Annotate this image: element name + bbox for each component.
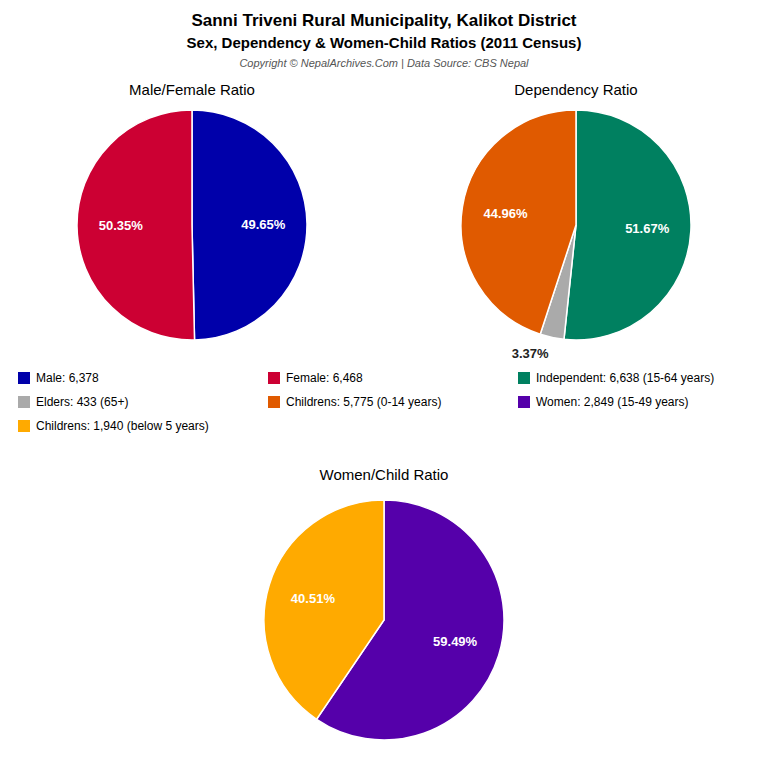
data-label: 44.96% — [484, 206, 529, 221]
pie-chart: 59.49% 40.51% — [264, 500, 504, 740]
legend-item: Childrens: 1,940 (below 5 years) — [18, 419, 209, 433]
legend-label: Independent: 6,638 (15-64 years) — [536, 371, 714, 385]
legend-swatch — [518, 372, 530, 384]
legend-item: Independent: 6,638 (15-64 years) — [518, 371, 714, 385]
pie-chart: 51.67% 3.37% 44.96% — [461, 110, 691, 361]
legend-label: Male: 6,378 — [36, 371, 99, 385]
chart-title: Dependency Ratio — [514, 81, 637, 98]
legend-label: Elders: 433 (65+) — [36, 395, 128, 409]
pie-slice — [461, 110, 576, 334]
data-label: 40.51% — [291, 591, 336, 606]
data-label: 51.67% — [625, 221, 670, 236]
legend-swatch — [268, 372, 280, 384]
annotation: Copyright © NepalArchives.Com | Data Sou… — [239, 57, 529, 69]
data-label: 3.37% — [512, 346, 549, 361]
legend-swatch — [18, 420, 30, 432]
pie-slice — [192, 110, 307, 340]
legend-item: Childrens: 5,775 (0-14 years) — [268, 395, 441, 409]
data-label: 59.49% — [433, 634, 478, 649]
legend-item: Women: 2,849 (15-49 years) — [518, 395, 689, 409]
legend-label: Childrens: 5,775 (0-14 years) — [286, 395, 441, 409]
pie-slice — [564, 110, 691, 340]
legend-label: Childrens: 1,940 (below 5 years) — [36, 419, 209, 433]
legend-swatch — [18, 396, 30, 408]
chart-title: Women/Child Ratio — [320, 466, 449, 483]
legend-swatch — [18, 372, 30, 384]
legend-item: Elders: 433 (65+) — [18, 395, 128, 409]
legend-label: Female: 6,468 — [286, 371, 363, 385]
data-label: 50.35% — [99, 218, 144, 233]
chart: Sanni Triveni Rural Municipality, Kaliko… — [0, 0, 768, 768]
data-label: 49.65% — [241, 217, 286, 232]
chart-title: Male/Female Ratio — [129, 81, 255, 98]
pie-chart: 49.65% 50.35% — [77, 110, 307, 340]
title: Sanni Triveni Rural Municipality, Kaliko… — [191, 11, 576, 30]
legend-item: Male: 6,378 — [18, 371, 99, 385]
legend: Male: 6,378 Female: 6,468 Independent: 6,6… — [18, 371, 714, 433]
legend-swatch — [518, 396, 530, 408]
legend-label: Women: 2,849 (15-49 years) — [536, 395, 689, 409]
pie-slice — [264, 500, 384, 719]
legend-item: Female: 6,468 — [268, 371, 363, 385]
legend-swatch — [268, 396, 280, 408]
subtitle: Sex, Dependency & Women-Child Ratios (20… — [187, 34, 582, 51]
pie-slice — [77, 110, 195, 340]
